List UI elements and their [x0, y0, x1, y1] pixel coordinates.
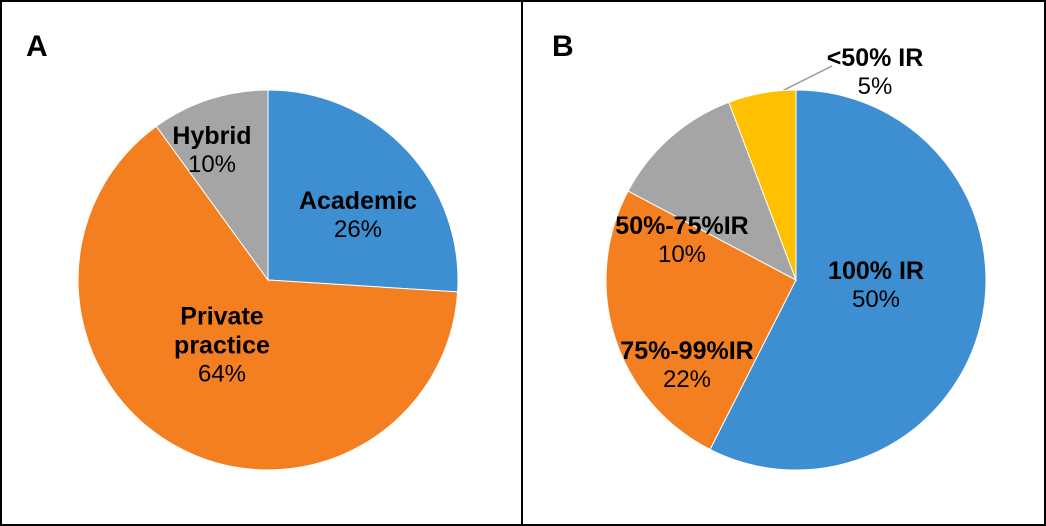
- category-label: 75%-99%IR: [620, 336, 754, 365]
- pie-slice: [627, 101, 797, 282]
- pie-slice: [267, 89, 459, 293]
- panel-title: A: [26, 30, 48, 63]
- pie-slice: [728, 89, 797, 281]
- value-label: 22%: [662, 365, 712, 393]
- pie-slice: [77, 125, 459, 471]
- slice-label: Private practice 64%: [157, 302, 287, 387]
- pie-slice: [709, 89, 987, 471]
- category-label: Hybrid: [172, 121, 252, 150]
- category-label: 100% IR: [828, 256, 924, 285]
- category-label: Academic: [298, 186, 418, 215]
- category-label: 50%-75%IR: [615, 211, 749, 240]
- slice-label: 50%-75%IR 10%: [615, 212, 748, 268]
- slice-label: 100% IR 50%: [828, 257, 924, 313]
- panel-title: B: [552, 30, 574, 63]
- value-label: 50%: [851, 285, 901, 313]
- panel-border: [521, 0, 1046, 526]
- category-label: <50% IR: [826, 43, 924, 72]
- slice-label: 75%-99%IR 22%: [620, 337, 753, 393]
- slice-label: <50% IR 5%: [827, 44, 924, 100]
- category-label: Private practice: [174, 302, 270, 360]
- slice-label: Academic 26%: [299, 187, 417, 243]
- value-label: 10%: [187, 150, 237, 178]
- value-label: 64%: [197, 359, 247, 387]
- pie-slice: [155, 89, 269, 282]
- value-label: 5%: [857, 72, 893, 100]
- slice-label: Hybrid 10%: [172, 122, 251, 178]
- value-label: 10%: [657, 240, 707, 268]
- pie-slice: [605, 190, 797, 451]
- value-label: 26%: [333, 215, 383, 243]
